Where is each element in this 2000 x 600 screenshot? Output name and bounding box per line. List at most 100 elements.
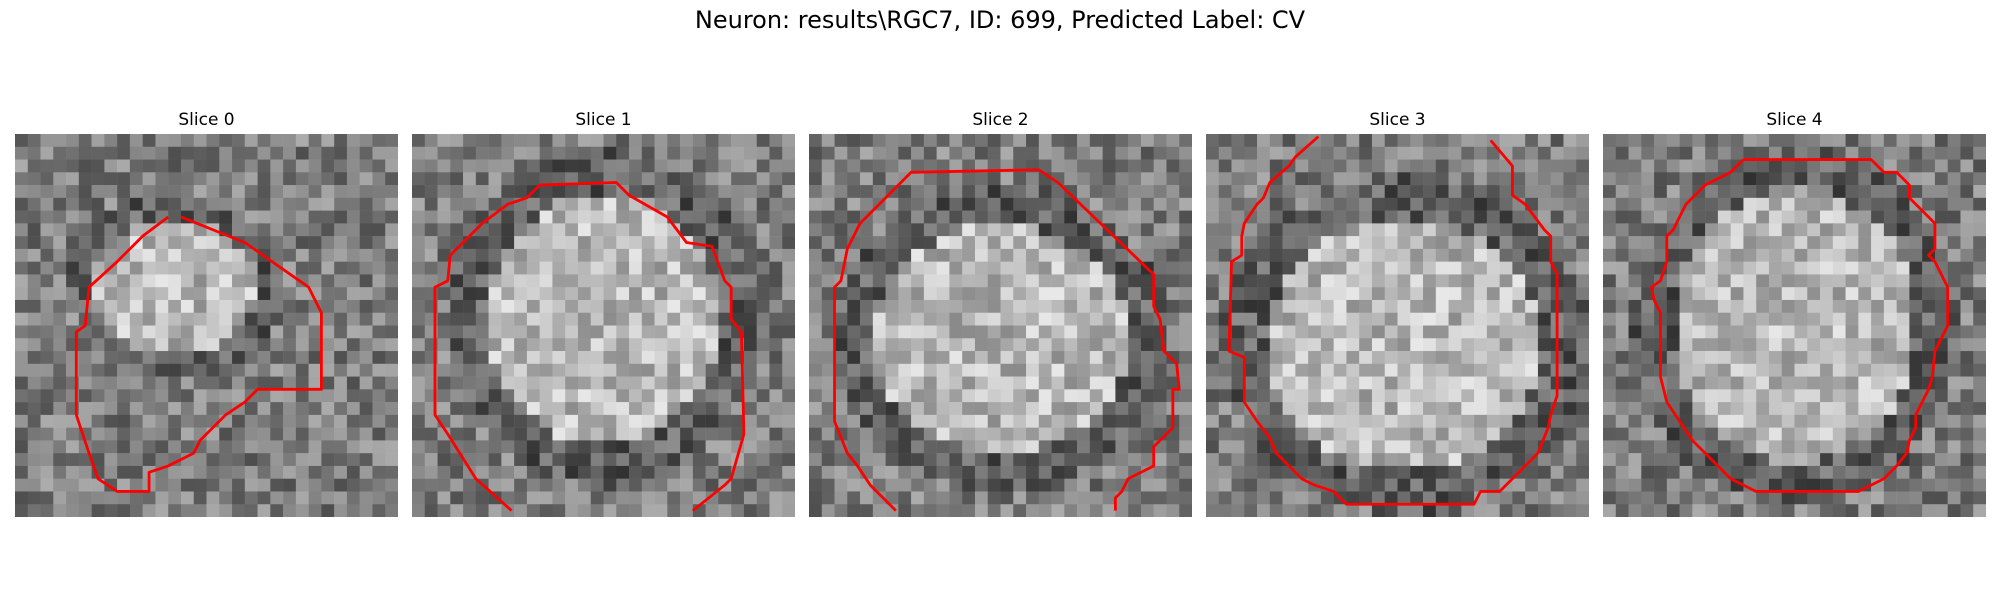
image-pixel	[168, 197, 182, 211]
image-pixel	[1064, 159, 1078, 173]
image-pixel	[1153, 146, 1167, 160]
image-pixel	[334, 274, 348, 288]
image-pixel	[1973, 197, 1986, 211]
image-pixel	[1947, 197, 1961, 211]
image-pixel	[1115, 465, 1129, 479]
image-pixel	[1089, 299, 1103, 313]
image-pixel	[590, 453, 604, 467]
image-pixel	[987, 491, 1001, 505]
image-pixel	[718, 248, 732, 262]
image-pixel	[1244, 223, 1258, 237]
image-pixel	[1115, 363, 1129, 377]
image-pixel	[1423, 287, 1437, 301]
image-pixel	[168, 274, 182, 288]
image-pixel	[705, 465, 719, 479]
image-pixel	[872, 338, 886, 352]
image-pixel	[1000, 261, 1014, 275]
image-pixel	[1102, 287, 1116, 301]
image-pixel	[1038, 351, 1052, 365]
image-pixel	[1474, 134, 1488, 148]
image-pixel	[1576, 210, 1589, 224]
image-pixel	[962, 312, 976, 326]
image-pixel	[1807, 261, 1821, 275]
image-pixel	[1359, 274, 1373, 288]
image-pixel	[1768, 453, 1782, 467]
image-pixel	[718, 159, 732, 173]
image-pixel	[1807, 427, 1821, 441]
image-pixel	[1781, 427, 1795, 441]
image-pixel	[1973, 185, 1986, 199]
image-pixel	[1218, 210, 1232, 224]
image-pixel	[539, 210, 553, 224]
image-pixel	[1883, 210, 1897, 224]
image-pixel	[308, 287, 322, 301]
image-pixel	[898, 299, 912, 313]
image-pixel	[667, 185, 681, 199]
image-pixel	[1641, 299, 1655, 313]
image-pixel	[1896, 478, 1910, 492]
image-pixel	[308, 491, 322, 505]
image-pixel	[1909, 338, 1923, 352]
image-pixel	[1679, 465, 1693, 479]
image-pixel	[692, 312, 706, 326]
image-pixel	[1781, 185, 1795, 199]
image-pixel	[514, 299, 528, 313]
image-pixel	[501, 440, 515, 454]
image-pixel	[346, 478, 360, 492]
image-pixel	[911, 363, 925, 377]
image-pixel	[1077, 134, 1091, 148]
image-pixel	[616, 210, 630, 224]
image-pixel	[1756, 376, 1770, 390]
image-pixel	[1333, 389, 1347, 403]
image-pixel	[1922, 312, 1936, 326]
image-pixel	[1603, 363, 1617, 377]
image-pixel	[412, 338, 426, 352]
image-pixel	[514, 159, 528, 173]
image-pixel	[552, 376, 566, 390]
image-pixel	[437, 197, 451, 211]
image-pixel	[1051, 414, 1065, 428]
image-pixel	[821, 312, 835, 326]
image-pixel	[1692, 172, 1706, 186]
image-pixel	[1038, 261, 1052, 275]
image-pixel	[1359, 197, 1373, 211]
image-pixel	[962, 478, 976, 492]
image-pixel	[1179, 236, 1192, 250]
image-pixel	[40, 159, 54, 173]
image-pixel	[1257, 159, 1271, 173]
image-pixel	[565, 351, 579, 365]
image-pixel	[142, 325, 156, 339]
image-pixel	[1756, 465, 1770, 479]
image-pixel	[372, 146, 386, 160]
image-pixel	[142, 402, 156, 416]
image-pixel	[514, 261, 528, 275]
image-pixel	[962, 363, 976, 377]
image-pixel	[1794, 491, 1808, 505]
image-pixel	[1231, 478, 1245, 492]
image-pixel	[603, 287, 617, 301]
image-pixel	[104, 376, 118, 390]
image-pixel	[308, 325, 322, 339]
image-pixel	[1858, 504, 1872, 517]
image-pixel	[15, 351, 29, 365]
image-pixel	[1550, 453, 1564, 467]
image-pixel	[680, 389, 694, 403]
image-pixel	[1013, 134, 1027, 148]
slice-panel-0: Slice 0	[15, 108, 398, 517]
image-pixel	[1051, 146, 1065, 160]
image-pixel	[1308, 236, 1322, 250]
image-pixel	[680, 210, 694, 224]
image-pixel	[526, 159, 540, 173]
image-pixel	[667, 427, 681, 441]
image-pixel	[718, 338, 732, 352]
image-pixel	[283, 146, 297, 160]
image-pixel	[577, 159, 591, 173]
image-pixel	[1679, 185, 1693, 199]
image-pixel	[308, 440, 322, 454]
image-pixel	[590, 504, 604, 517]
image-pixel	[1525, 363, 1539, 377]
image-pixel	[40, 465, 54, 479]
image-pixel	[475, 134, 489, 148]
image-pixel	[898, 287, 912, 301]
image-pixel	[1692, 465, 1706, 479]
